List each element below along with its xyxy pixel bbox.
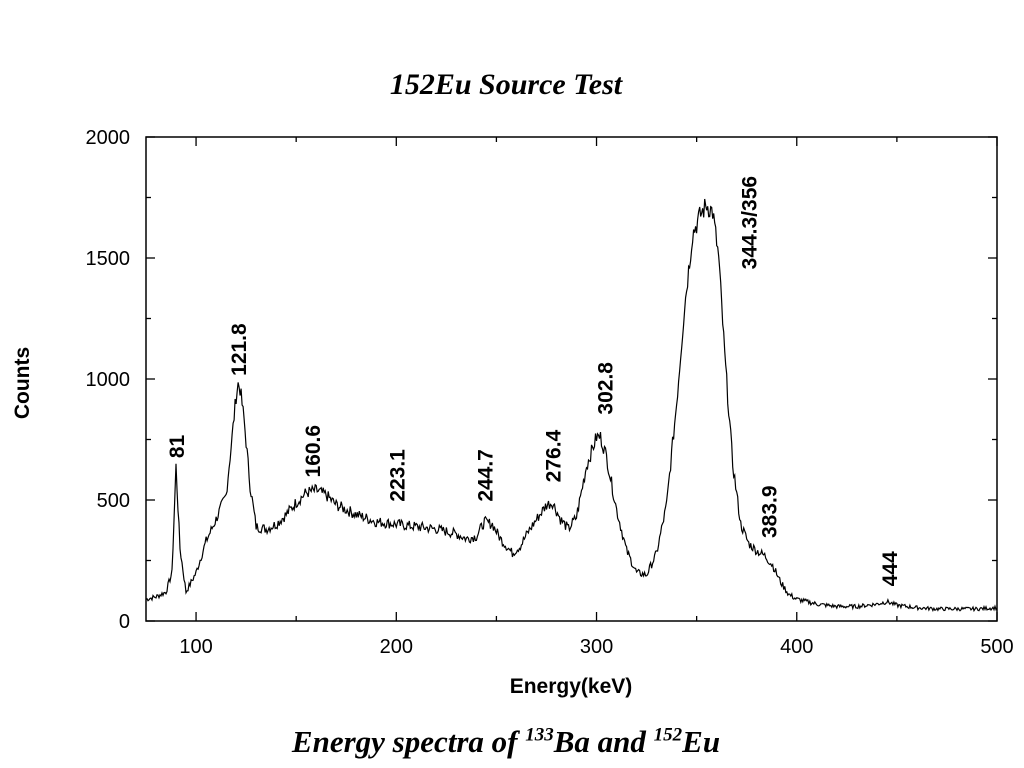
peak-label: 223.1	[386, 449, 409, 502]
caption-isotope-ba-mass: 133	[525, 724, 554, 746]
peak-label: 276.4	[542, 429, 565, 482]
x-tick-label: 200	[380, 636, 413, 658]
caption-isotope-eu-mass: 152	[653, 724, 683, 746]
y-tick-label: 0	[119, 611, 130, 633]
plot-frame	[145, 136, 998, 622]
y-tick-label: 2000	[86, 127, 131, 149]
figure-caption: Energy spectra of 133Ba and 152Eu	[0, 724, 1012, 760]
peak-label: 160.6	[302, 425, 325, 478]
peak-label: 383.9	[759, 485, 782, 538]
peak-label: 302.8	[595, 362, 618, 415]
x-axis-label: Energy(keV)	[510, 675, 633, 698]
peak-label: 121.8	[228, 323, 251, 376]
y-tick-label: 1000	[86, 369, 131, 391]
caption-mid: Ba and	[553, 724, 654, 759]
axis-ticks	[146, 136, 998, 622]
x-tick-label: 500	[980, 636, 1013, 658]
peak-label: 344.3/356	[739, 176, 762, 269]
x-tick-label: 300	[580, 636, 613, 658]
peak-labels: 81 121.8 160.6 223.1 244.7 276.4 302.8 344.3/35…	[166, 176, 902, 586]
y-tick-label: 500	[97, 490, 130, 512]
chart-title: 152Eu Source Test	[389, 68, 623, 101]
caption-prefix: Energy spectra of	[291, 724, 526, 759]
x-tick-label: 100	[179, 636, 212, 658]
spectrum-line	[145, 198, 998, 613]
caption-suffix: Eu	[682, 724, 721, 759]
peak-label: 81	[166, 434, 189, 458]
y-tick-label: 1500	[86, 248, 131, 270]
peak-label: 444	[879, 551, 902, 586]
x-tick-label: 400	[780, 636, 813, 658]
peak-label: 244.7	[474, 449, 497, 502]
y-axis-label: Counts	[11, 347, 34, 419]
axis-tick-labels: 100 200 300 400 500 0 500 1000 1500 2000	[86, 127, 1014, 658]
